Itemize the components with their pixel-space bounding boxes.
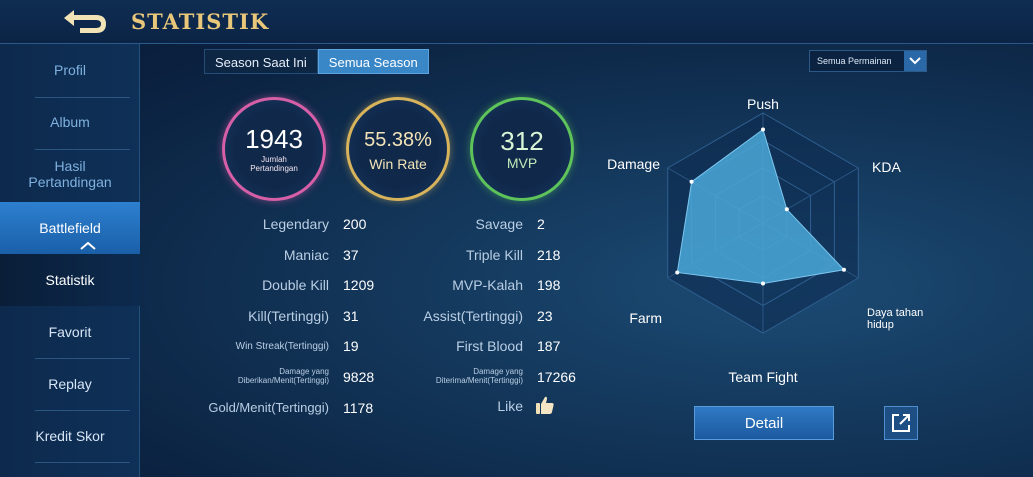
tab-semua-season[interactable]: Semua Season xyxy=(317,49,429,74)
sidebar-item-album[interactable]: Album xyxy=(50,114,90,130)
sidebar-item-label: Battlefield xyxy=(39,220,101,236)
sidebar: Profil Album Hasil Pertandingan Battlefi… xyxy=(0,44,140,477)
sidebar-item-statistik[interactable]: Statistik xyxy=(0,254,140,306)
stat-label-damage-diterima: Damage yang Diterima/Menit(Tertinggi) xyxy=(435,367,523,385)
stat-label-gold-menit: Gold/Menit(Tertinggi) xyxy=(208,400,329,415)
sidebar-divider xyxy=(35,462,130,463)
stat-label-like: Like xyxy=(497,398,523,414)
radar-label-push: Push xyxy=(747,96,779,112)
sidebar-item-hasil-pertandingan[interactable]: Hasil Pertandingan xyxy=(28,158,112,190)
sidebar-divider xyxy=(35,358,130,359)
radar-point-damage xyxy=(689,179,694,184)
stat-value-gold-menit: 1178 xyxy=(343,400,374,416)
winrate-label: Win Rate xyxy=(369,156,427,172)
stat-value-triple-kill: 218 xyxy=(537,247,561,263)
stat-label-first-blood: First Blood xyxy=(456,338,523,354)
stat-value-maniac: 37 xyxy=(343,247,359,263)
radar-chart: Push KDA Daya tahan hidup Team Fight Farm… xyxy=(607,96,923,385)
stat-label-triple-kill: Triple Kill xyxy=(465,247,523,263)
stat-label-damage-diberikan: Damage yang Diberikan/Menit(Tertinggi) xyxy=(237,367,329,385)
radar-label-team-fight: Team Fight xyxy=(728,369,797,385)
mvp-circle: 312 MVP xyxy=(470,97,574,201)
sidebar-item-favorit[interactable]: Favorit xyxy=(48,324,92,340)
stat-label-kill-tertinggi: Kill(Tertinggi) xyxy=(248,308,329,324)
stat-value-mvp-kalah: 198 xyxy=(537,277,561,293)
mode-filter-dropdown[interactable]: Semua Permainan xyxy=(809,50,927,72)
stat-value-damage-diberikan: 9828 xyxy=(343,369,375,385)
chevron-down-icon[interactable] xyxy=(904,51,926,71)
matches-value: 1943 xyxy=(245,124,303,154)
stat-value-kill-tertinggi: 31 xyxy=(343,308,359,324)
sidebar-divider xyxy=(35,97,130,98)
back-arrow-icon[interactable] xyxy=(58,6,110,38)
stat-value-win-streak: 19 xyxy=(343,338,359,354)
tab-season-saat-ini[interactable]: Season Saat Ini xyxy=(204,49,318,74)
radar-point-push xyxy=(761,127,765,132)
season-tabs: Season Saat Ini Semua Season xyxy=(204,49,429,74)
stat-label-savage: Savage xyxy=(475,216,523,232)
thumbs-up-icon[interactable] xyxy=(535,395,555,415)
winrate-value: 55.38% xyxy=(364,129,432,151)
radar-label-daya-tahan: Daya tahan hidup xyxy=(867,307,923,331)
stat-label-double-kill: Double Kill xyxy=(262,277,329,293)
radar-point-team-fight xyxy=(761,281,765,286)
stat-value-legendary: 200 xyxy=(343,216,367,232)
stat-label-win-streak: Win Streak(Tertinggi) xyxy=(235,341,329,352)
stat-label-assist-tertinggi: Assist(Tertinggi) xyxy=(423,308,523,324)
sidebar-item-profil[interactable]: Profil xyxy=(54,62,86,78)
stat-label-mvp-kalah: MVP-Kalah xyxy=(452,277,523,293)
radar-label-kda: KDA xyxy=(872,159,901,175)
stat-label-maniac: Maniac xyxy=(283,247,329,263)
detail-button[interactable]: Detail xyxy=(694,406,834,440)
stat-value-damage-diterima: 17266 xyxy=(537,369,576,385)
stat-value-first-blood: 187 xyxy=(537,338,561,354)
radar-point-daya-tahan-hidup xyxy=(841,267,846,272)
radar-label-farm: Farm xyxy=(629,310,662,326)
radar-point-kda xyxy=(784,207,789,212)
mvp-value: 312 xyxy=(500,126,544,156)
matches-label: Jumlah Pertandingan xyxy=(250,155,298,173)
header-bar: STATISTIK xyxy=(0,0,1033,44)
sidebar-item-kredit-skor[interactable]: Kredit Skor xyxy=(35,428,105,444)
sidebar-divider xyxy=(35,410,130,411)
matches-circle: 1943 Jumlah Pertandingan xyxy=(222,97,326,201)
radar-point-farm xyxy=(675,270,680,275)
sidebar-item-replay[interactable]: Replay xyxy=(48,376,92,392)
stat-value-savage: 2 xyxy=(537,216,545,232)
dropdown-selected-value: Semua Permainan xyxy=(817,56,892,66)
winrate-circle: 55.38% Win Rate xyxy=(346,97,450,201)
page-title: STATISTIK xyxy=(131,9,270,34)
mvp-label: MVP xyxy=(506,155,538,171)
stat-value-assist-tertinggi: 23 xyxy=(537,308,553,324)
share-icon[interactable] xyxy=(884,406,918,440)
chevron-up-icon xyxy=(80,242,96,250)
stat-value-double-kill: 1209 xyxy=(343,277,375,293)
radar-points xyxy=(675,127,846,286)
radar-label-damage: Damage xyxy=(607,156,660,172)
sidebar-item-battlefield[interactable]: Battlefield xyxy=(0,202,140,254)
stat-label-legendary: Legendary xyxy=(262,216,329,232)
sidebar-divider xyxy=(35,149,130,150)
